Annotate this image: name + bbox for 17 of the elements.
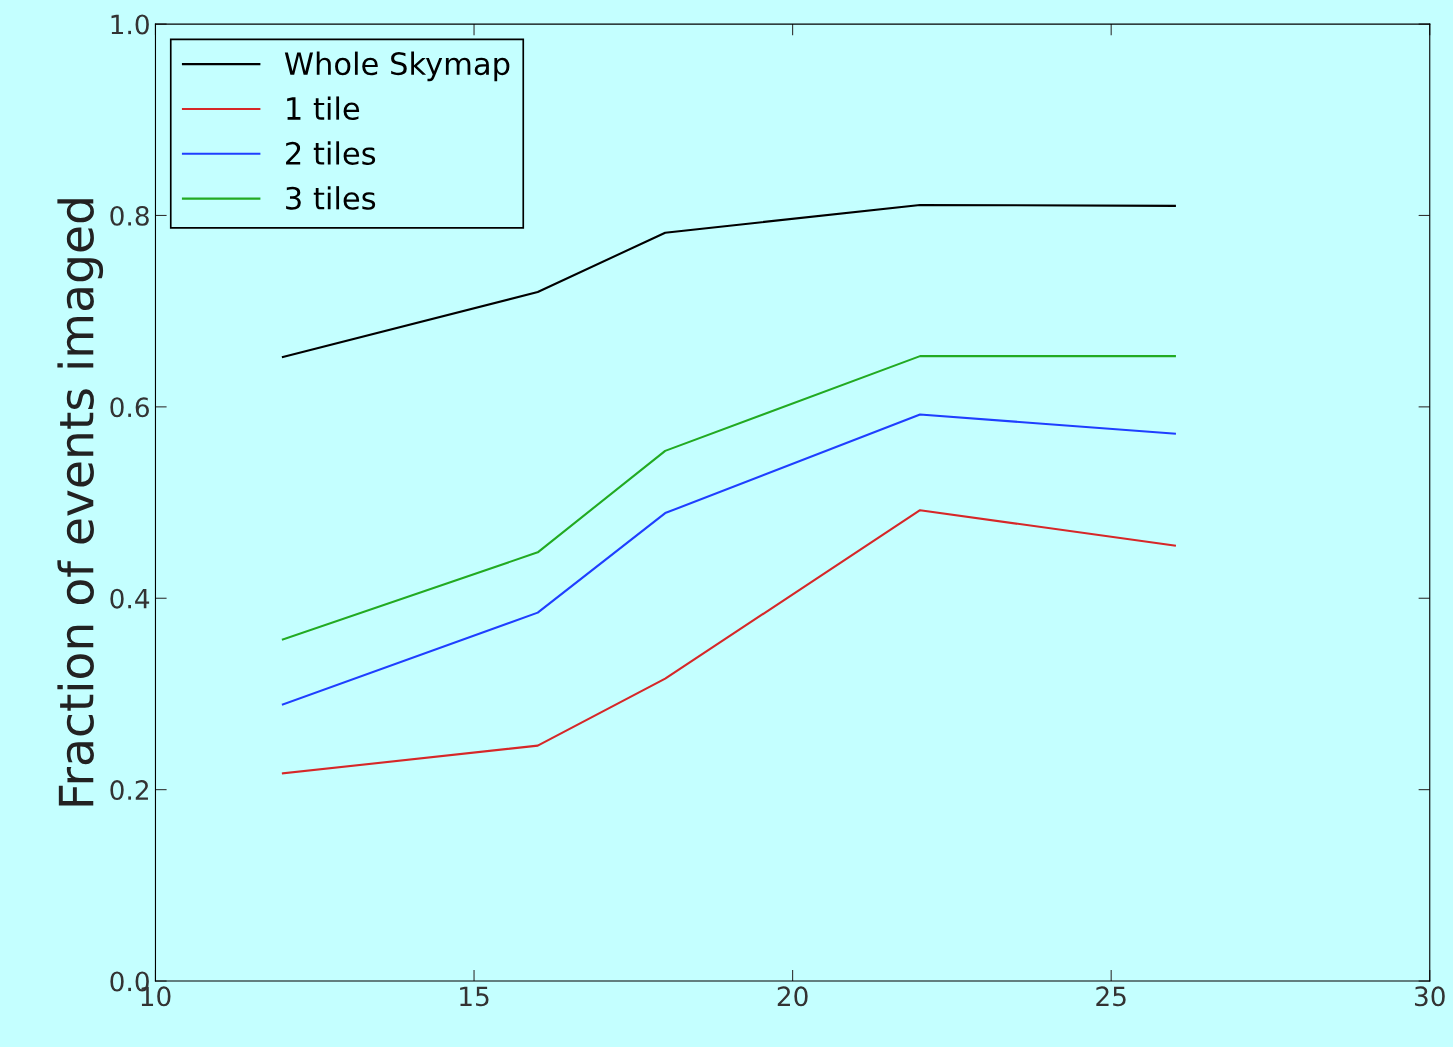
- y-tick-label: 0.2: [110, 780, 148, 801]
- y-tick-label: 0.4: [110, 588, 150, 609]
- line-series: [281, 355, 1176, 641]
- legend-label: 2 tiles: [286, 141, 376, 165]
- legend-label: 1 tile: [287, 96, 360, 121]
- line-series: [281, 413, 1176, 706]
- x-tick-label: 15: [460, 986, 489, 1007]
- x-tick-label: 25: [1096, 986, 1126, 1007]
- x-tick-label: 30: [1414, 986, 1445, 1007]
- legend-label: 3 tiles: [286, 186, 376, 210]
- y-tick-label: 0.6: [110, 397, 149, 418]
- x-tick-label: 20: [777, 986, 808, 1007]
- y-tick-label: 0.8: [110, 205, 149, 226]
- y-axis-title: Fraction of events imaged: [57, 199, 104, 806]
- line-series: [281, 509, 1176, 775]
- y-tick-label: 1.0: [111, 14, 149, 35]
- legend-label: Whole Skymap: [284, 51, 510, 82]
